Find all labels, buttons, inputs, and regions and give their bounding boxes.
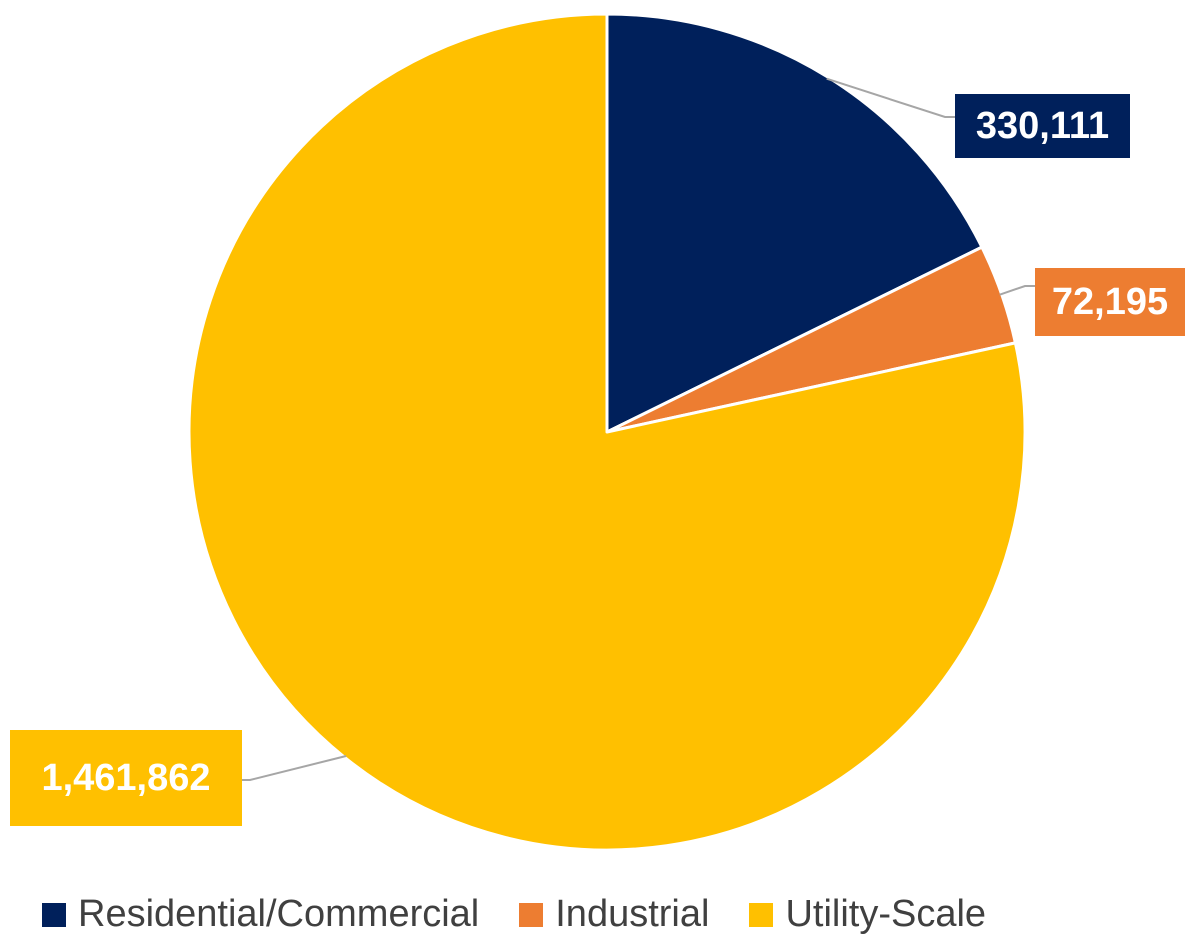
- legend-label-utility-scale: Utility-Scale: [785, 893, 987, 935]
- data-label-box-residential-commercial: [955, 94, 1130, 158]
- leader-lines: [242, 77, 1035, 781]
- legend-label-residential-commercial: Residential/Commercial: [78, 893, 480, 935]
- legend: Residential/Commercial Industrial Utilit…: [42, 893, 986, 936]
- leader-line-industrial: [999, 285, 1035, 296]
- legend-item-industrial[interactable]: Industrial: [519, 893, 709, 936]
- legend-label-industrial: Industrial: [555, 893, 710, 935]
- legend-swatch-residential-commercial: [42, 902, 66, 927]
- leader-line-residential-commercial: [826, 77, 955, 118]
- legend-item-residential-commercial[interactable]: Residential/Commercial: [42, 893, 479, 936]
- pie-slices: [187, 12, 1027, 852]
- data-label-text-industrial: 72,195: [1052, 281, 1168, 323]
- legend-swatch-utility-scale: [749, 902, 774, 927]
- data-label-industrial: 72,195: [1035, 268, 1185, 336]
- data-label-residential-commercial: 330,111: [955, 94, 1130, 158]
- leader-line-utility-scale: [242, 755, 347, 781]
- pie-chart: 330,111 72,195 1,461,862: [10, 12, 1185, 852]
- data-label-utility-scale: 1,461,862: [10, 730, 242, 826]
- data-label-box-utility-scale: [10, 730, 242, 826]
- data-label-text-utility-scale: 1,461,862: [41, 757, 210, 799]
- data-label-box-industrial: [1035, 268, 1185, 336]
- pie-slice-residential-commercial[interactable]: [605, 12, 984, 434]
- pie-slice-utility-scale[interactable]: [187, 12, 1027, 852]
- legend-swatch-industrial: [519, 902, 544, 927]
- data-labels: 330,111 72,195 1,461,862: [10, 94, 1185, 826]
- data-label-text-residential-commercial: 330,111: [976, 105, 1109, 147]
- legend-item-utility-scale[interactable]: Utility-Scale: [749, 893, 986, 936]
